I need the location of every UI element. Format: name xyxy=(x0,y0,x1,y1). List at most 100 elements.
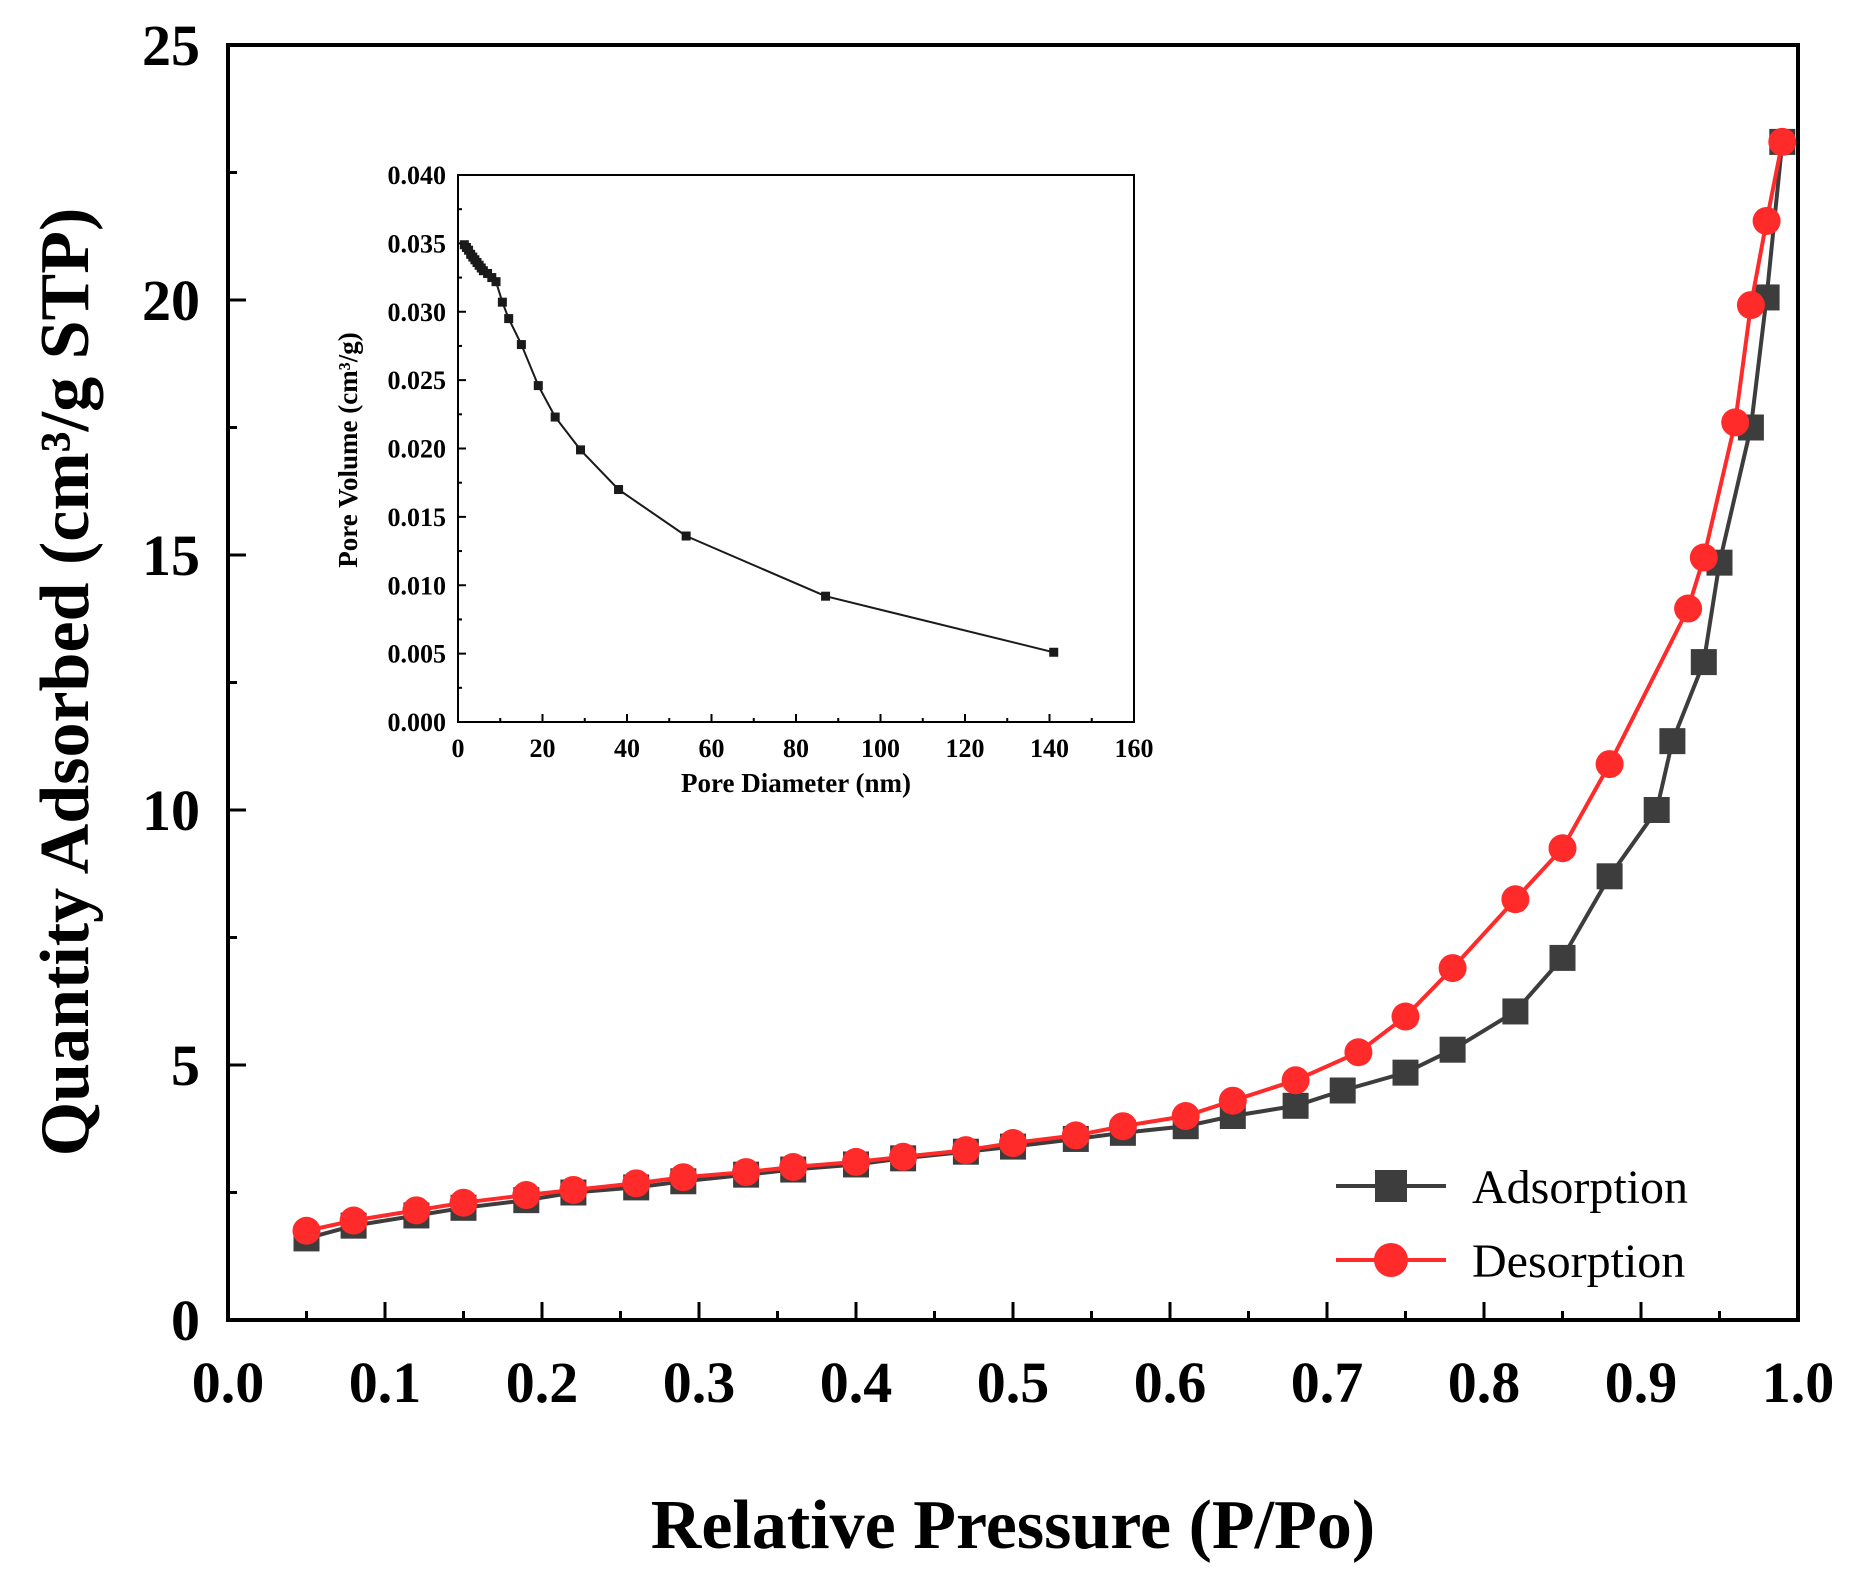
main-desorption-point xyxy=(1391,1002,1420,1031)
inset-y-tick-label: 0.030 xyxy=(388,298,447,327)
main-x-tick-label: 0.3 xyxy=(663,1350,736,1415)
main-y-axis-title: Quantity Adsorbed (cm³/g STP) xyxy=(27,208,104,1157)
inset-x-tick-label: 80 xyxy=(783,734,809,763)
inset-pore-volume-point xyxy=(497,297,507,307)
inset-plot-frame xyxy=(457,174,1135,723)
main-y-tick-label: 15 xyxy=(142,523,200,588)
main-y-tick-label: 0 xyxy=(171,1288,200,1353)
main-desorption-point xyxy=(889,1142,918,1171)
main-adsorption-point xyxy=(1596,863,1623,890)
inset-x-tick-label: 160 xyxy=(1115,734,1154,763)
inset-x-tick-label: 100 xyxy=(861,734,900,763)
main-desorption-point xyxy=(339,1206,368,1235)
legend-desorption-label: Desorption xyxy=(1472,1235,1685,1288)
main-desorption-point xyxy=(999,1129,1027,1158)
inset-x-axis-title: Pore Diameter (nm) xyxy=(681,768,911,798)
main-desorption-point xyxy=(292,1216,321,1245)
inset-x-tick-label: 20 xyxy=(530,734,556,763)
main-series xyxy=(292,127,1797,1252)
main-y-tick-label: 20 xyxy=(142,268,200,333)
inset-y-tick-label: 0.020 xyxy=(388,435,447,464)
inset-y-tick-label: 0.010 xyxy=(388,571,447,600)
main-desorption-point xyxy=(1344,1038,1373,1067)
inset-pore-volume-point xyxy=(576,445,586,455)
main-y-tick-label: 5 xyxy=(171,1033,200,1098)
main-desorption-point xyxy=(669,1163,698,1192)
main-x-tick-label: 0.2 xyxy=(506,1350,579,1415)
main-adsorption-point xyxy=(1549,944,1576,971)
main-desorption-point xyxy=(1736,291,1765,320)
main-x-axis-title: Relative Pressure (P/Po) xyxy=(651,1487,1375,1564)
legend-adsorption-label: Adsorption xyxy=(1472,1161,1688,1214)
main-adsorption-point xyxy=(1439,1036,1466,1063)
main-adsorption-point xyxy=(1392,1059,1419,1086)
main-y-tick-label: 10 xyxy=(142,778,200,843)
legend: Adsorption Desorption xyxy=(1336,1161,1688,1288)
main-desorption-point xyxy=(622,1169,651,1198)
inset-pore-volume-point xyxy=(1049,647,1059,657)
main-desorption-point xyxy=(1171,1102,1200,1130)
main-desorption-point xyxy=(951,1136,980,1165)
inset-x-tick-label: 40 xyxy=(614,734,640,763)
main-x-tick-label: 0.4 xyxy=(820,1350,893,1415)
main-desorption-point xyxy=(1768,127,1797,156)
legend-entry-desorption: Desorption xyxy=(1336,1235,1685,1288)
main-x-tick-label: 0.9 xyxy=(1605,1350,1678,1415)
main-x-tick-label: 1.0 xyxy=(1762,1350,1835,1415)
main-x-tick-label: 0.5 xyxy=(977,1350,1050,1415)
main-x-tick-label: 0.8 xyxy=(1448,1350,1521,1415)
inset-pore-volume-point xyxy=(681,531,691,541)
inset-pore-volume-point xyxy=(491,277,501,287)
main-adsorption-point xyxy=(1690,649,1717,676)
inset-pore-volume-point xyxy=(614,485,624,495)
inset-axis-ticks xyxy=(457,174,1135,723)
main-x-tick-label: 0.0 xyxy=(192,1350,265,1415)
inset-x-tick-label: 140 xyxy=(1030,734,1069,763)
inset-pore-volume-point xyxy=(504,314,514,324)
inset-y-tick-label: 0.015 xyxy=(388,503,447,532)
main-adsorption-point xyxy=(1502,998,1529,1025)
main-x-tick-label: 0.1 xyxy=(349,1350,422,1415)
inset-x-tick-labels: 0 20 40 60 80 100 120 140 160 xyxy=(452,734,1154,763)
main-chart: 0.0 0.1 0.2 0.3 0.4 0.5 0.6 0.7 0.8 0.9 1.0 0 5 10 15… xyxy=(27,13,1834,1564)
inset-y-tick-label: 0.040 xyxy=(388,161,447,190)
main-desorption-point xyxy=(779,1153,808,1181)
inset-x-tick-label: 0 xyxy=(452,734,465,763)
main-x-tick-labels: 0.0 0.1 0.2 0.3 0.4 0.5 0.6 0.7 0.8 0.9 1.0 xyxy=(192,1350,1835,1415)
main-x-tick-label: 0.6 xyxy=(1134,1350,1207,1415)
main-desorption-point xyxy=(449,1188,478,1217)
inset-pore-volume-point xyxy=(516,340,526,350)
main-axis-ticks xyxy=(226,43,1800,1322)
main-y-tick-label: 25 xyxy=(142,13,200,78)
inset-y-tick-label: 0.035 xyxy=(388,229,447,258)
main-desorption-point xyxy=(1721,408,1750,437)
legend-adsorption-marker xyxy=(1375,1170,1407,1202)
legend-entry-adsorption: Adsorption xyxy=(1336,1161,1688,1214)
main-adsorption-point xyxy=(1329,1077,1356,1104)
main-adsorption-point xyxy=(1643,797,1670,823)
inset-pore-volume-point xyxy=(533,381,543,391)
main-adsorption-point xyxy=(1659,728,1686,755)
main-desorption-point xyxy=(1281,1066,1310,1095)
inset-y-tick-labels: 0.000 0.005 0.010 0.015 0.020 0.025 0.030 0.035… xyxy=(388,161,447,737)
inset-pore-volume-point xyxy=(821,591,831,601)
main-desorption-point xyxy=(1501,885,1530,914)
inset-y-axis-title: Pore Volume (cm³/g) xyxy=(333,332,363,568)
legend-desorption-marker xyxy=(1374,1243,1408,1277)
main-desorption-point xyxy=(1595,750,1624,779)
main-x-tick-label: 0.7 xyxy=(1291,1350,1364,1415)
main-desorption-point xyxy=(1548,834,1577,863)
inset-y-tick-label: 0.000 xyxy=(388,708,447,737)
main-desorption-point xyxy=(1438,954,1467,983)
main-desorption-point xyxy=(1218,1086,1247,1115)
inset-y-tick-label: 0.005 xyxy=(388,640,447,669)
main-desorption-point xyxy=(559,1175,588,1204)
inset-x-tick-label: 120 xyxy=(946,734,985,763)
main-desorption-point xyxy=(1674,594,1703,623)
main-adsorption-point xyxy=(1282,1092,1309,1119)
main-desorption-point xyxy=(1061,1121,1090,1150)
main-desorption-point xyxy=(842,1147,870,1176)
inset-y-tick-label: 0.025 xyxy=(388,366,447,395)
inset-pore-volume-point xyxy=(550,412,560,422)
